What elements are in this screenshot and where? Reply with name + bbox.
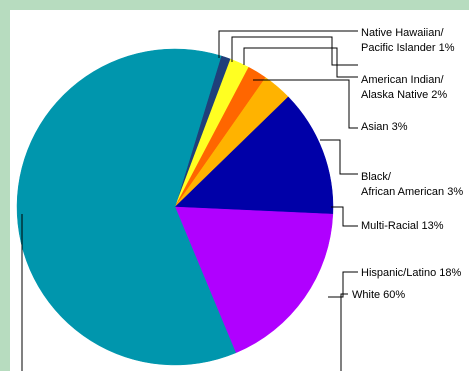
- pie-slice-4: [174, 96, 334, 215]
- chart-frame: Native Hawaiian/Pacific Islander 1% Ameri…: [10, 10, 469, 371]
- leader-line-8: [340, 293, 348, 371]
- pie-slice-5: [174, 206, 334, 354]
- leader-line-2: [243, 47, 358, 78]
- slice-label-0: Native Hawaiian/Pacific Islander 1%: [361, 27, 455, 54]
- pie-chart: Native Hawaiian/Pacific Islander 1% Ameri…: [16, 27, 463, 371]
- pie-slices: [16, 48, 334, 366]
- pie-slice-6: [16, 48, 237, 366]
- leader-line-4: [320, 139, 358, 175]
- slice-label-2: American Indian/Alaska Native 2%: [361, 74, 447, 101]
- slice-label-3: Asian 3%: [361, 121, 408, 133]
- leader-line-3: [253, 79, 358, 129]
- slice-label-6: Hispanic/Latino 18%: [361, 267, 462, 279]
- leader-line-1: [231, 36, 358, 66]
- slice-labels: Native Hawaiian/Pacific Islander 1% Ameri…: [352, 27, 463, 301]
- slice-label-5: Multi-Racial 13%: [361, 220, 444, 232]
- slice-label-4: Black/African American 3%: [361, 171, 463, 198]
- leader-line-0: [218, 30, 358, 58]
- extra-label-0: White 60%: [352, 289, 405, 301]
- leader-line-5: [331, 206, 358, 227]
- leader-line-6: [328, 271, 358, 298]
- leader-lines: [21, 30, 358, 371]
